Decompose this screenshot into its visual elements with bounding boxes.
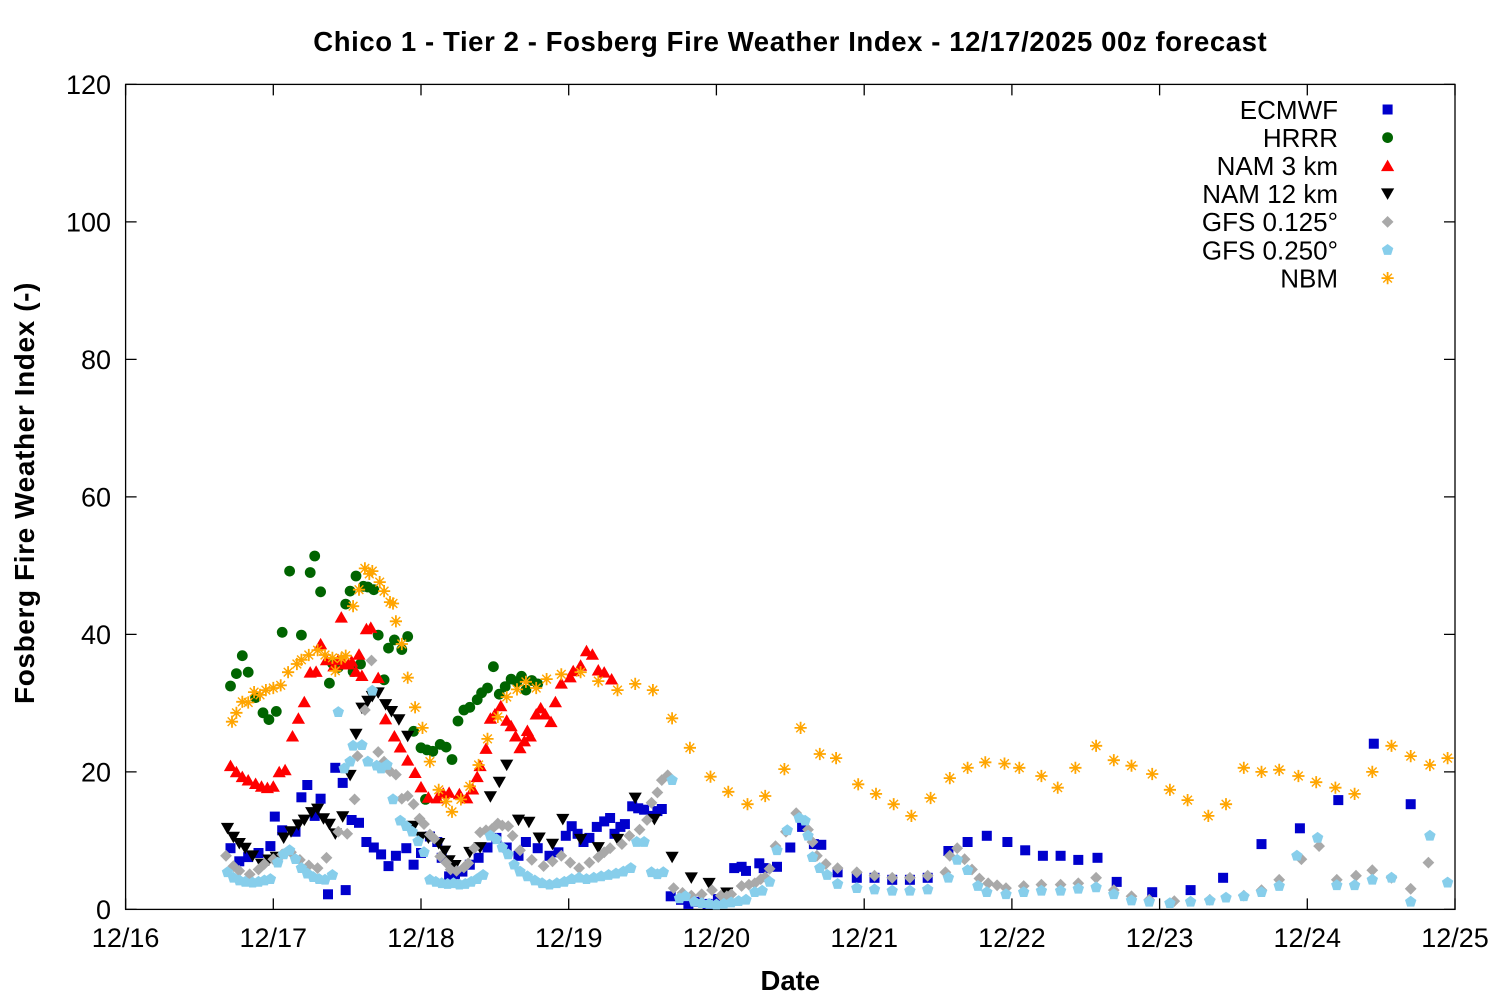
svg-text:60: 60 — [81, 482, 111, 512]
svg-text:12/25: 12/25 — [1421, 923, 1489, 953]
svg-text:GFS 0.125°: GFS 0.125° — [1202, 207, 1338, 237]
svg-text:12/23: 12/23 — [1126, 923, 1194, 953]
svg-text:12/18: 12/18 — [387, 923, 455, 953]
svg-text:0: 0 — [96, 895, 111, 925]
svg-text:40: 40 — [81, 620, 111, 650]
svg-text:HRRR: HRRR — [1263, 123, 1338, 153]
svg-text:ECMWF: ECMWF — [1240, 95, 1338, 125]
svg-text:12/20: 12/20 — [683, 923, 751, 953]
svg-text:120: 120 — [66, 70, 111, 100]
svg-text:12/17: 12/17 — [240, 923, 308, 953]
svg-text:12/22: 12/22 — [978, 923, 1046, 953]
svg-text:12/21: 12/21 — [830, 923, 898, 953]
svg-text:12/16: 12/16 — [92, 923, 160, 953]
svg-text:12/24: 12/24 — [1274, 923, 1342, 953]
svg-text:NBM: NBM — [1280, 263, 1338, 293]
svg-text:NAM 12 km: NAM 12 km — [1202, 179, 1338, 209]
svg-text:Date: Date — [760, 965, 820, 996]
svg-text:GFS 0.250°: GFS 0.250° — [1202, 235, 1338, 265]
svg-text:12/19: 12/19 — [535, 923, 603, 953]
svg-text:NAM 3 km: NAM 3 km — [1217, 151, 1338, 181]
svg-text:Chico 1 - Tier 2 - Fosberg Fir: Chico 1 - Tier 2 - Fosberg Fire Weather … — [313, 26, 1267, 57]
svg-text:20: 20 — [81, 757, 111, 787]
svg-text:Fosberg Fire Weather Index (-): Fosberg Fire Weather Index (-) — [9, 282, 40, 704]
svg-text:100: 100 — [66, 207, 111, 237]
svg-text:80: 80 — [81, 345, 111, 375]
